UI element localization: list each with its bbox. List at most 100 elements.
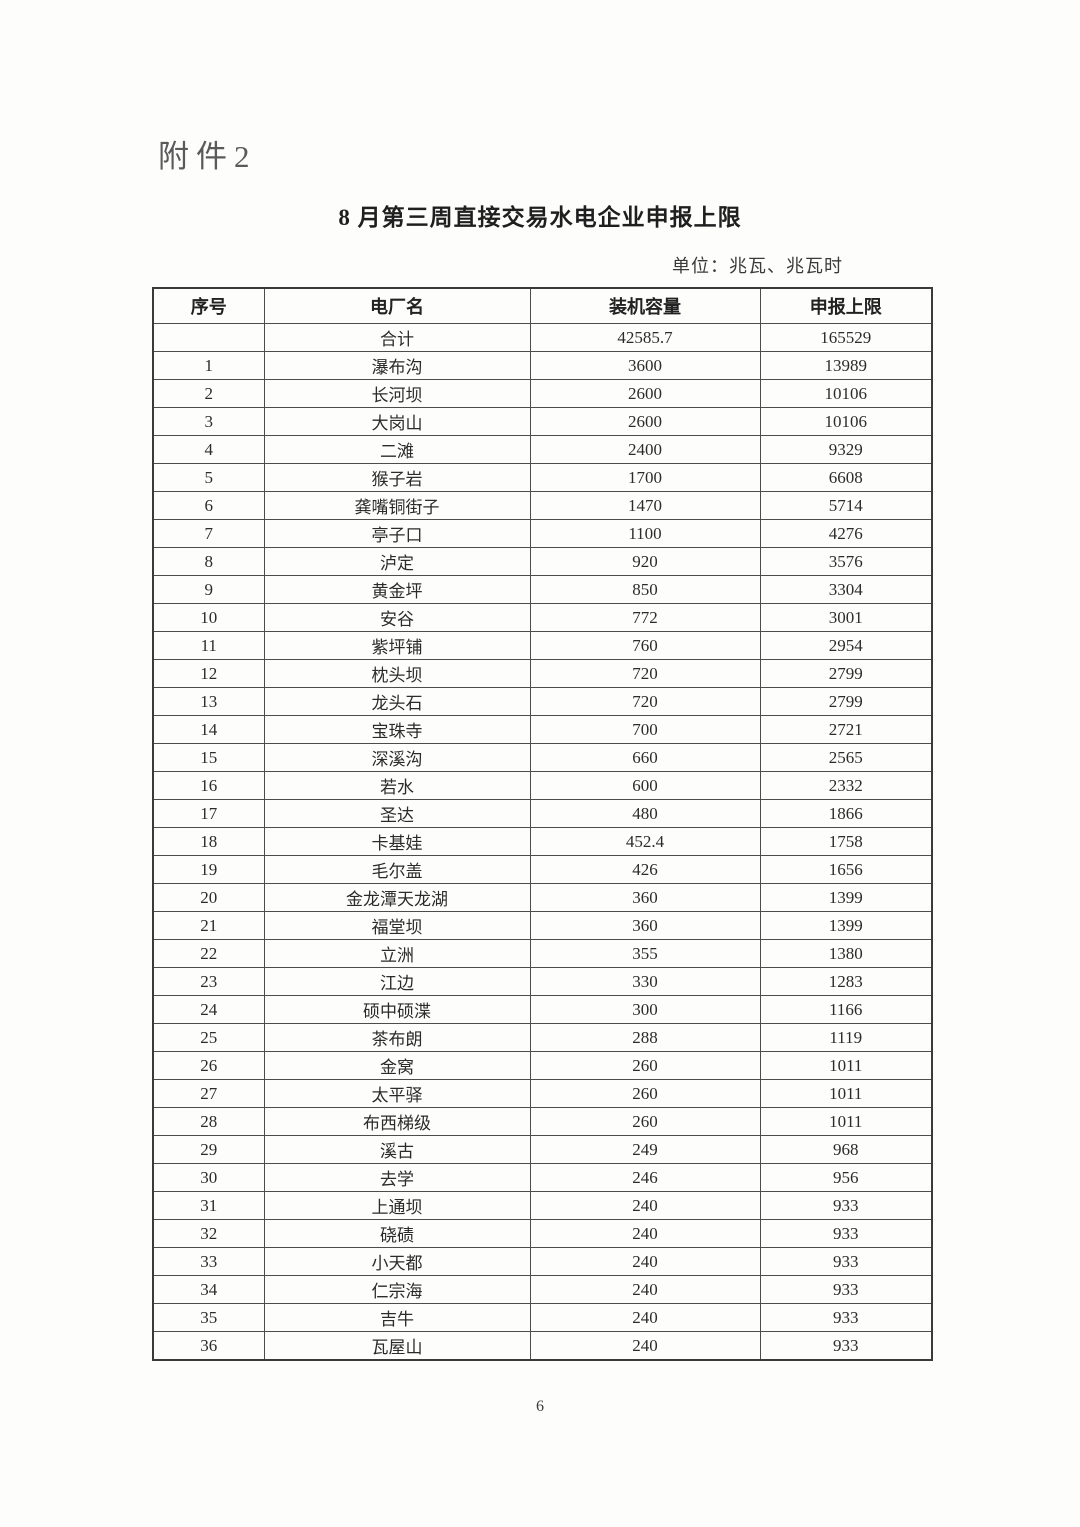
declaration-limit-cell: 1399 [759,883,933,912]
row-index-cell: 14 [152,715,265,744]
declaration-limit-cell: 933 [759,1219,933,1248]
plant-name-cell: 龚嘴铜街子 [263,491,531,520]
declaration-limit-cell: 2954 [759,631,933,660]
plant-name-cell: 紫坪铺 [263,631,531,660]
installed-capacity-cell: 720 [529,687,761,716]
installed-capacity-cell: 240 [529,1191,761,1220]
table-row: 11 紫坪铺 760 2954 [152,631,933,660]
table-row: 9 黄金坪 850 3304 [152,575,933,604]
attachment-label: 附件2 [158,139,257,174]
table-row: 32 硗碛 240 933 [152,1219,933,1248]
plant-name-cell: 布西梯级 [263,1107,531,1136]
declaration-limit-cell: 933 [759,1247,933,1276]
table-row: 5 猴子岩 1700 6608 [152,463,933,492]
installed-capacity-cell: 426 [529,855,761,884]
plant-name-cell: 硕中硕渫 [263,995,531,1024]
table-row: 15 深溪沟 660 2565 [152,743,933,772]
table-row: 17 圣达 480 1866 [152,799,933,828]
installed-capacity-cell: 2600 [529,379,761,408]
unit-note: 单位：兆瓦、兆瓦时 [672,256,843,276]
installed-capacity-cell: 240 [529,1275,761,1304]
table-row: 3 大岗山 2600 10106 [152,407,933,436]
plant-name-cell: 安谷 [263,603,531,632]
installed-capacity-cell: 249 [529,1135,761,1164]
installed-capacity-cell: 480 [529,799,761,828]
plant-name-cell: 大岗山 [263,407,531,436]
row-index-cell: 9 [152,575,265,604]
installed-capacity-cell: 240 [529,1219,761,1248]
row-index-cell: 29 [152,1135,265,1164]
plant-name-cell: 瀑布沟 [263,351,531,380]
row-index-cell: 16 [152,771,265,800]
declaration-limit-cell: 1656 [759,855,933,884]
installed-capacity-cell: 2600 [529,407,761,436]
declaration-limit-cell: 13989 [759,351,933,380]
installed-capacity-cell: 1700 [529,463,761,492]
table-row: 2 长河坝 2600 10106 [152,379,933,408]
plant-name-cell: 上通坝 [263,1191,531,1220]
installed-capacity-cell: 2400 [529,435,761,464]
installed-capacity-cell: 260 [529,1051,761,1080]
row-index-cell: 10 [152,603,265,632]
installed-capacity-cell: 300 [529,995,761,1024]
table-row: 18 卡基娃 452.4 1758 [152,827,933,856]
declaration-limit-cell: 10106 [759,407,933,436]
row-index-cell: 13 [152,687,265,716]
plant-name-cell: 龙头石 [263,687,531,716]
table-row: 13 龙头石 720 2799 [152,687,933,716]
plant-name-cell: 去学 [263,1163,531,1192]
row-index-cell: 24 [152,995,265,1024]
row-index-cell: 20 [152,883,265,912]
table-row: 4 二滩 2400 9329 [152,435,933,464]
declaration-limit-cell: 3001 [759,603,933,632]
plant-name-cell: 仁宗海 [263,1275,531,1304]
declaration-limit-cell: 933 [759,1191,933,1220]
plant-name-cell: 合计 [263,323,531,352]
installed-capacity-cell: 760 [529,631,761,660]
declaration-limit-cell: 3576 [759,547,933,576]
table-row: 24 硕中硕渫 300 1166 [152,995,933,1024]
page-title: 8 月第三周直接交易水电企业申报上限 [338,205,742,230]
row-index-cell: 26 [152,1051,265,1080]
row-index-cell: 8 [152,547,265,576]
declaration-limit-cell: 1380 [759,939,933,968]
installed-capacity-cell: 772 [529,603,761,632]
plant-name-cell: 毛尔盖 [263,855,531,884]
row-index-cell: 6 [152,491,265,520]
table-row: 14 宝珠寺 700 2721 [152,715,933,744]
row-index-cell: 18 [152,827,265,856]
row-index-cell: 15 [152,743,265,772]
installed-capacity-cell: 452.4 [529,827,761,856]
plant-name-cell: 江边 [263,967,531,996]
report-table: 序号 电厂名 装机容量 申报上限 合计 42585.7 165529 1 瀑布沟 3600… [152,287,933,1361]
declaration-limit-cell: 10106 [759,379,933,408]
declaration-limit-cell: 1283 [759,967,933,996]
plant-name-cell: 茶布朗 [263,1023,531,1052]
plant-name-cell: 立洲 [263,939,531,968]
row-index-cell: 7 [152,519,265,548]
plant-name-cell: 卡基娃 [263,827,531,856]
plant-name-cell: 泸定 [263,547,531,576]
plant-name-cell: 金窝 [263,1051,531,1080]
row-index-cell: 1 [152,351,265,380]
table-row: 33 小天都 240 933 [152,1247,933,1276]
row-index-cell: 31 [152,1191,265,1220]
declaration-limit-cell: 968 [759,1135,933,1164]
row-index-cell: 12 [152,659,265,688]
table-row: 1 瀑布沟 3600 13989 [152,351,933,380]
plant-name-cell: 长河坝 [263,379,531,408]
row-index-cell: 23 [152,967,265,996]
table-row: 19 毛尔盖 426 1656 [152,855,933,884]
declaration-limit-cell: 2799 [759,659,933,688]
table-row: 7 亭子口 1100 4276 [152,519,933,548]
table-row: 30 去学 246 956 [152,1163,933,1192]
plant-name-cell: 黄金坪 [263,575,531,604]
table-row: 12 枕头坝 720 2799 [152,659,933,688]
installed-capacity-cell: 330 [529,967,761,996]
row-index-cell: 36 [152,1331,265,1361]
row-index-cell: 32 [152,1219,265,1248]
table-row: 8 泸定 920 3576 [152,547,933,576]
row-index-cell: 19 [152,855,265,884]
declaration-limit-cell: 3304 [759,575,933,604]
declaration-limit-cell: 933 [759,1303,933,1332]
